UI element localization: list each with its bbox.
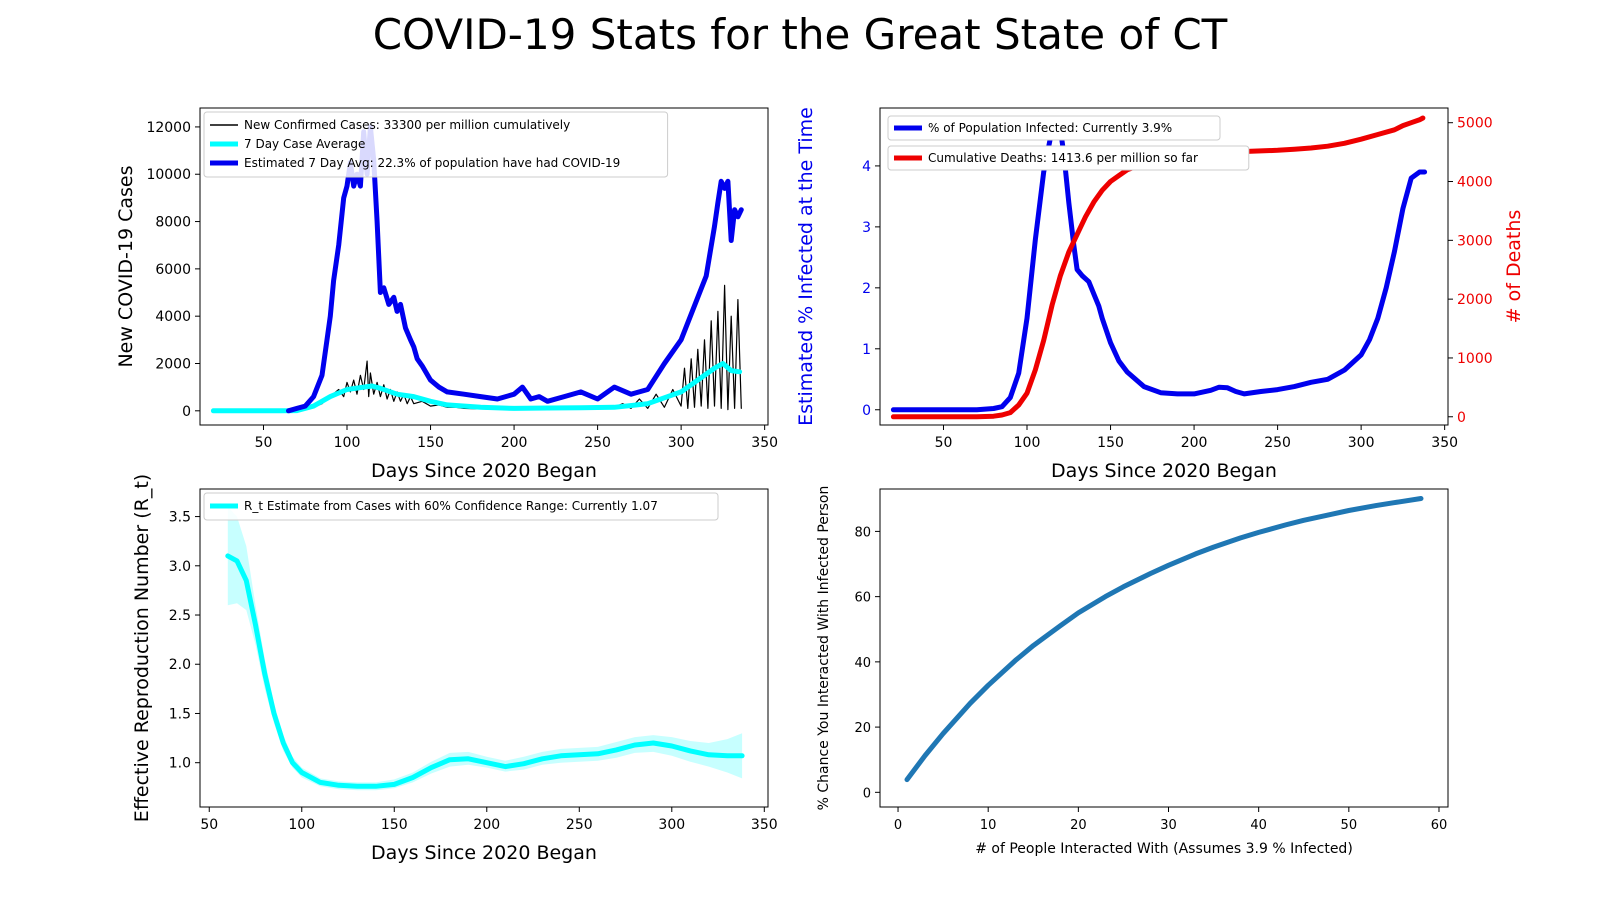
x-tick-label-1: 50 <box>935 435 953 451</box>
x-tick-label-3: 0 <box>894 818 902 833</box>
x-tick-label-1: 250 <box>1264 435 1291 451</box>
y-tick-label-2: 1.5 <box>169 706 191 722</box>
y-tick-label-2: 3.5 <box>169 510 191 526</box>
x-tick-label-2: 50 <box>200 817 218 833</box>
series-line-2-0 <box>225 553 745 789</box>
y-tick-label-2: 3.0 <box>169 559 191 575</box>
legend-label-1-1: Cumulative Deaths: 1413.6 per million so… <box>928 151 1198 165</box>
series-line-3-0 <box>904 496 1424 783</box>
x-tick-label-2: 200 <box>473 817 500 833</box>
series-line-0-1 <box>210 361 743 414</box>
y-tick-label-3: 80 <box>854 525 871 540</box>
y2-tick-label-1: 1000 <box>1457 351 1493 367</box>
series-line-0-2 <box>286 124 744 414</box>
x-tick-label-0: 300 <box>668 435 695 451</box>
x-tick-label-0: 350 <box>751 435 778 451</box>
x-tick-label-3: 60 <box>1431 818 1448 833</box>
x-tick-label-3: 20 <box>1070 818 1087 833</box>
legend-box-0 <box>203 111 669 178</box>
x-tick-label-1: 100 <box>1014 435 1041 451</box>
plot-frame-3 <box>879 488 1449 808</box>
y-axis-label-3: % Chance You Interacted With Infected Pe… <box>816 486 832 811</box>
y-axis-label-2: Effective Reproduction Number (R_t) <box>131 474 153 822</box>
x-tick-label-0: 50 <box>255 435 273 451</box>
y-tick-label-0: 2000 <box>155 356 191 372</box>
y2-axis-label-1: # of Deaths <box>1503 210 1525 324</box>
plot-frame-2 <box>199 488 769 808</box>
plot-area-0 <box>210 124 744 414</box>
x-tick-label-1: 300 <box>1348 435 1375 451</box>
x-tick-label-2: 250 <box>566 817 593 833</box>
x-tick-label-3: 10 <box>980 818 997 833</box>
y-tick-label-1: 0 <box>862 403 871 419</box>
legend-box-1-1 <box>887 145 1250 171</box>
y2-tick-label-1: 0 <box>1457 410 1466 426</box>
y-tick-label-0: 12000 <box>146 120 191 136</box>
figure-title: COVID-19 Stats for the Great State of CT <box>372 10 1228 59</box>
y2-tick-label-1: 4000 <box>1457 175 1493 191</box>
legend-box-1-0 <box>887 115 1221 141</box>
y-tick-label-0: 8000 <box>155 215 191 231</box>
legend-label-0-0: New Confirmed Cases: 33300 per million c… <box>244 118 570 132</box>
x-axis-label-0: Days Since 2020 Began <box>371 460 597 482</box>
x-axis-label-1: Days Since 2020 Began <box>1051 460 1277 482</box>
legend-box-2 <box>203 492 719 521</box>
y-axis-label-1: Estimated % Infected at the Time <box>795 107 817 426</box>
y-tick-label-3: 40 <box>854 656 871 671</box>
y2-tick-label-1: 2000 <box>1457 292 1493 308</box>
x-tick-label-2: 300 <box>658 817 685 833</box>
x-tick-label-1: 200 <box>1181 435 1208 451</box>
y-tick-label-0: 4000 <box>155 309 191 325</box>
x-tick-label-1: 350 <box>1431 435 1458 451</box>
x-tick-label-2: 350 <box>751 817 778 833</box>
x-tick-label-2: 100 <box>288 817 315 833</box>
legend-label-0-1: 7 Day Case Average <box>244 137 365 151</box>
x-tick-label-2: 150 <box>381 817 408 833</box>
y-tick-label-1: 2 <box>862 281 871 297</box>
plot-frame-1 <box>879 107 1449 426</box>
y2-tick-label-1: 3000 <box>1457 233 1493 249</box>
confidence-band-2 <box>227 506 743 791</box>
y-tick-label-2: 1.0 <box>169 756 191 772</box>
y-tick-label-1: 1 <box>862 342 871 358</box>
y2-tick-label-1: 5000 <box>1457 116 1493 132</box>
y-tick-label-1: 3 <box>862 220 871 236</box>
y-tick-label-3: 0 <box>863 786 871 801</box>
plot-area-2 <box>225 506 745 791</box>
x-tick-label-3: 40 <box>1250 818 1267 833</box>
plot-area-3 <box>904 496 1424 783</box>
y-tick-label-2: 2.0 <box>169 657 191 673</box>
x-tick-label-0: 150 <box>417 435 444 451</box>
y-tick-label-1: 4 <box>862 159 871 175</box>
series-line-0-0 <box>212 284 742 412</box>
legend-label-2-0: R_t Estimate from Cases with 60% Confide… <box>244 499 658 513</box>
legend-label-0-2: Estimated 7 Day Avg: 22.3% of population… <box>244 156 620 170</box>
y-tick-label-0: 0 <box>182 404 191 420</box>
x-tick-label-0: 250 <box>584 435 611 451</box>
plot-frame-0 <box>199 107 769 426</box>
series-line-1-0 <box>890 117 1428 413</box>
x-axis-label-3: # of People Interacted With (Assumes 3.9… <box>975 841 1353 857</box>
x-tick-label-1: 150 <box>1097 435 1124 451</box>
x-tick-label-0: 200 <box>501 435 528 451</box>
y-tick-label-3: 20 <box>854 721 871 736</box>
y-tick-label-3: 60 <box>854 591 871 606</box>
y-tick-label-0: 10000 <box>146 167 191 183</box>
x-tick-label-3: 30 <box>1160 818 1177 833</box>
x-axis-label-2: Days Since 2020 Began <box>371 842 597 864</box>
legend-label-1-0: % of Population Infected: Currently 3.9% <box>928 121 1172 135</box>
x-tick-label-0: 100 <box>334 435 361 451</box>
y-tick-label-0: 6000 <box>155 262 191 278</box>
x-tick-label-3: 50 <box>1341 818 1358 833</box>
y-tick-label-2: 2.5 <box>169 608 191 624</box>
y-axis-label-0: New COVID-19 Cases <box>115 165 137 367</box>
